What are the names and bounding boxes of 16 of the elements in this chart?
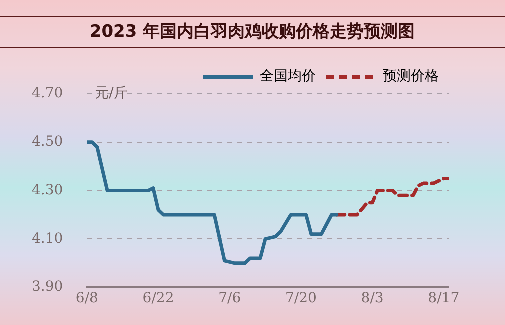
x-tick-label: 6/22 (142, 290, 174, 307)
x-tick-label: 8/17 (428, 290, 460, 307)
x-tick-label: 8/3 (361, 290, 384, 307)
y-axis-title: 元/斤 (95, 86, 128, 102)
legend-label: 全国均价 (260, 68, 316, 85)
x-tick-label: 7/6 (218, 290, 242, 307)
chart-title: 2023 年国内白羽肉鸡收购价格走势预测图 (0, 16, 505, 48)
legend-label: 预测价格 (383, 68, 439, 85)
y-tick-label: 4.30 (32, 182, 64, 198)
y-tick-label: 3.90 (32, 279, 64, 296)
x-tick-label: 6/8 (76, 290, 98, 307)
x-tick-label: 7/20 (285, 290, 317, 307)
y-tick-label: 4.10 (32, 230, 64, 247)
y-tick-label: 4.50 (32, 134, 64, 150)
y-tick-label: 4.70 (32, 86, 64, 102)
line-series (335, 176, 449, 217)
